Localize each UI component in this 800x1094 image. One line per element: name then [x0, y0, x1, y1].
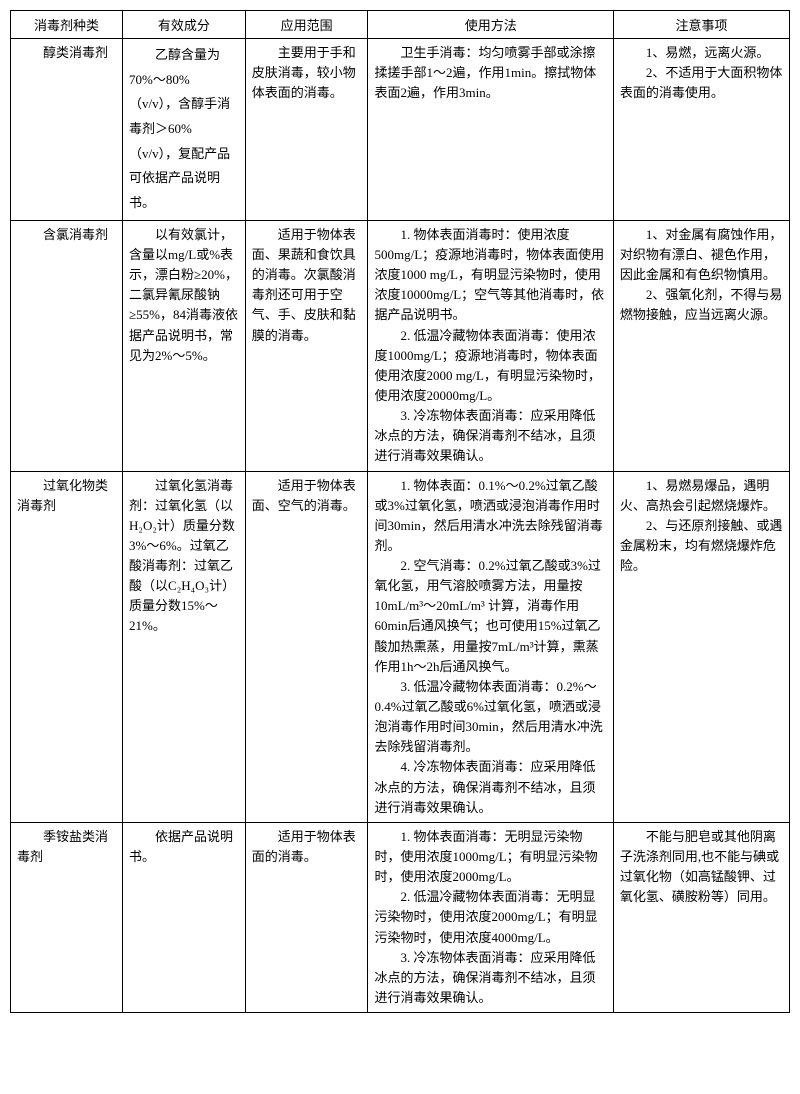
- table-body: 醇类消毒剂乙醇含量为70%～80%（v/v），含醇手消毒剂＞60%（v/v），复…: [11, 39, 790, 1013]
- cell-ingredient: 过氧化氢消毒剂：过氧化氢（以H₂O₂计）质量分数3%～6%。过氧乙酸消毒剂：过氧…: [123, 471, 246, 822]
- header-method: 使用方法: [368, 11, 613, 39]
- cell-type: 季铵盐类消毒剂: [11, 822, 123, 1012]
- header-ingred: 有效成分: [123, 11, 246, 39]
- header-row: 消毒剂种类 有效成分 应用范围 使用方法 注意事项: [11, 11, 790, 39]
- table-row: 过氧化物类消毒剂过氧化氢消毒剂：过氧化氢（以H₂O₂计）质量分数3%～6%。过氧…: [11, 471, 790, 822]
- header-type: 消毒剂种类: [11, 11, 123, 39]
- header-scope: 应用范围: [245, 11, 368, 39]
- table-row: 季铵盐类消毒剂依据产品说明书。适用于物体表面的消毒。1. 物体表面消毒：无明显污…: [11, 822, 790, 1012]
- cell-scope: 适用于物体表面的消毒。: [245, 822, 368, 1012]
- cell-method: 1. 物体表面消毒时：使用浓度500mg/L；疫源地消毒时，物体表面使用浓度10…: [368, 220, 613, 471]
- cell-notes: 不能与肥皂或其他阴离子洗涤剂同用,也不能与碘或过氧化物（如高锰酸钾、过氧化氢、磺…: [613, 822, 789, 1012]
- cell-method: 1. 物体表面：0.1%～0.2%过氧乙酸或3%过氧化氢，喷洒或浸泡消毒作用时间…: [368, 471, 613, 822]
- cell-method: 卫生手消毒：均匀喷雾手部或涂擦揉搓手部1～2遍，作用1min。擦拭物体表面2遍，…: [368, 39, 613, 221]
- cell-type: 醇类消毒剂: [11, 39, 123, 221]
- cell-ingredient: 乙醇含量为70%～80%（v/v），含醇手消毒剂＞60%（v/v），复配产品可依…: [123, 39, 246, 221]
- cell-type: 含氯消毒剂: [11, 220, 123, 471]
- cell-notes: 1、对金属有腐蚀作用，对织物有漂白、褪色作用，因此金属和有色织物慎用。2、强氧化…: [613, 220, 789, 471]
- cell-scope: 主要用于手和皮肤消毒，较小物体表面的消毒。: [245, 39, 368, 221]
- table-row: 醇类消毒剂乙醇含量为70%～80%（v/v），含醇手消毒剂＞60%（v/v），复…: [11, 39, 790, 221]
- cell-scope: 适用于物体表面、空气的消毒。: [245, 471, 368, 822]
- header-note: 注意事项: [613, 11, 789, 39]
- cell-notes: 1、易燃，远离火源。2、不适用于大面积物体表面的消毒使用。: [613, 39, 789, 221]
- disinfectant-table: 消毒剂种类 有效成分 应用范围 使用方法 注意事项 醇类消毒剂乙醇含量为70%～…: [10, 10, 790, 1013]
- cell-scope: 适用于物体表面、果蔬和食饮具的消毒。次氯酸消毒剂还可用于空气、手、皮肤和黏膜的消…: [245, 220, 368, 471]
- cell-ingredient: 依据产品说明书。: [123, 822, 246, 1012]
- table-row: 含氯消毒剂以有效氯计，含量以mg/L或%表示，漂白粉≥20%，二氯异氰尿酸钠≥5…: [11, 220, 790, 471]
- cell-ingredient: 以有效氯计，含量以mg/L或%表示，漂白粉≥20%，二氯异氰尿酸钠≥55%，84…: [123, 220, 246, 471]
- cell-notes: 1、易燃易爆品，遇明火、高热会引起燃烧爆炸。2、与还原剂接触、或遇金属粉末，均有…: [613, 471, 789, 822]
- cell-type: 过氧化物类消毒剂: [11, 471, 123, 822]
- cell-method: 1. 物体表面消毒：无明显污染物时，使用浓度1000mg/L；有明显污染物时，使…: [368, 822, 613, 1012]
